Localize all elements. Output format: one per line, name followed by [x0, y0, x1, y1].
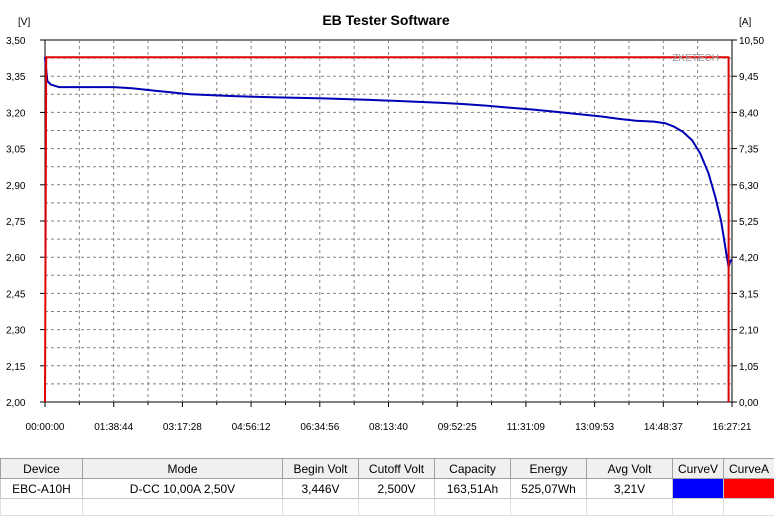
empty-cell — [282, 498, 359, 516]
col-capacity[interactable]: Capacity — [434, 458, 511, 479]
chart: EB Tester Software [V] [A] 00:00:00 01:38… — [6, 12, 764, 433]
y-left-tick-label: 3,35 — [6, 72, 26, 83]
y-right-tick-label: 7,35 — [739, 145, 759, 156]
y-right-tick-label: 10,50 — [739, 36, 764, 47]
y-left-tick-label: 2,15 — [6, 362, 26, 373]
y-right-tick-label: 3,15 — [739, 289, 759, 300]
empty-cell — [723, 498, 774, 516]
x-tick-label: 13:09:53 — [575, 422, 614, 433]
empty-cell — [510, 498, 587, 516]
col-begin-volt[interactable]: Begin Volt — [282, 458, 359, 479]
col-curve-a[interactable]: CurveA — [723, 458, 774, 479]
cell-curve-a[interactable] — [723, 478, 774, 499]
x-tick-label: 00:00:00 — [26, 422, 65, 433]
y-left-tick-label: 2,75 — [6, 217, 26, 228]
chart-area: EB Tester Software [V] [A] 00:00:00 01:38… — [6, 12, 764, 433]
y-left-tick-label: 2,00 — [6, 398, 26, 409]
x-tick-label: 06:34:56 — [300, 422, 339, 433]
chart-title: EB Tester Software — [322, 12, 450, 28]
y-left-tick-label: 2,90 — [6, 181, 26, 192]
y-right-tick-label: 9,45 — [739, 72, 759, 83]
col-cutoff-volt[interactable]: Cutoff Volt — [358, 458, 435, 479]
col-curve-v[interactable]: CurveV — [672, 458, 724, 479]
y-right-tick-label: 0,00 — [739, 398, 759, 409]
y-right-unit: [A] — [739, 17, 751, 28]
x-tick-label: 08:13:40 — [369, 422, 408, 433]
y-left-tick-label: 2,45 — [6, 289, 26, 300]
y-left-unit: [V] — [18, 17, 30, 28]
table-row[interactable]: EBC-A10H D-CC 10,00A 2,50V 3,446V 2,500V… — [0, 478, 774, 499]
cell-curve-v[interactable] — [672, 478, 724, 499]
empty-cell — [586, 498, 673, 516]
col-device[interactable]: Device — [0, 458, 83, 479]
curve-v-color-swatch[interactable] — [673, 479, 723, 498]
y-left-tick-label: 3,20 — [6, 108, 26, 119]
y-left-tick-label: 2,30 — [6, 326, 26, 337]
voltage-series-line — [44, 56, 733, 268]
empty-cell — [434, 498, 511, 516]
cell-avg-volt: 3,21V — [586, 478, 673, 499]
col-energy[interactable]: Energy — [510, 458, 587, 479]
cell-energy: 525,07Wh — [510, 478, 587, 499]
curve-a-color-swatch[interactable] — [724, 479, 774, 498]
empty-cell — [82, 498, 283, 516]
cell-capacity: 163,51Ah — [434, 478, 511, 499]
x-tick-label: 01:38:44 — [94, 422, 133, 433]
y-right-tick-label: 6,30 — [739, 181, 759, 192]
col-mode[interactable]: Mode — [82, 458, 283, 479]
y-right-tick-label: 5,25 — [739, 217, 759, 228]
summary-table: Device Mode Begin Volt Cutoff Volt Capac… — [0, 458, 774, 516]
watermark-text: ZKETECH — [672, 53, 719, 64]
y-right-tick-label: 2,10 — [739, 326, 759, 337]
y-right-tick-label: 8,40 — [739, 108, 759, 119]
empty-cell — [358, 498, 435, 516]
y-left-tick-label: 3,05 — [6, 145, 26, 156]
x-tick-label: 03:17:28 — [163, 422, 202, 433]
col-avg-volt[interactable]: Avg Volt — [586, 458, 673, 479]
empty-cell — [672, 498, 724, 516]
x-tick-label: 11:31:09 — [507, 422, 546, 433]
y-right-tick-label: 4,20 — [739, 253, 759, 264]
y-left-tick-label: 3,50 — [6, 36, 26, 47]
empty-cell — [0, 498, 83, 516]
cell-mode: D-CC 10,00A 2,50V — [82, 478, 283, 499]
x-tick-label: 14:48:37 — [644, 422, 683, 433]
y-right-tick-label: 1,05 — [739, 362, 759, 373]
x-tick-label: 16:27:21 — [713, 422, 752, 433]
x-tick-label: 09:52:25 — [438, 422, 477, 433]
cell-cutoff-volt: 2,500V — [358, 478, 435, 499]
y-left-tick-label: 2,60 — [6, 253, 26, 264]
x-tick-label: 04:56:12 — [232, 422, 271, 433]
summary-header-row: Device Mode Begin Volt Cutoff Volt Capac… — [0, 458, 774, 479]
current-series-line — [44, 56, 730, 403]
cell-device: EBC-A10H — [0, 478, 83, 499]
cell-begin-volt: 3,446V — [282, 478, 359, 499]
empty-row — [0, 498, 774, 516]
